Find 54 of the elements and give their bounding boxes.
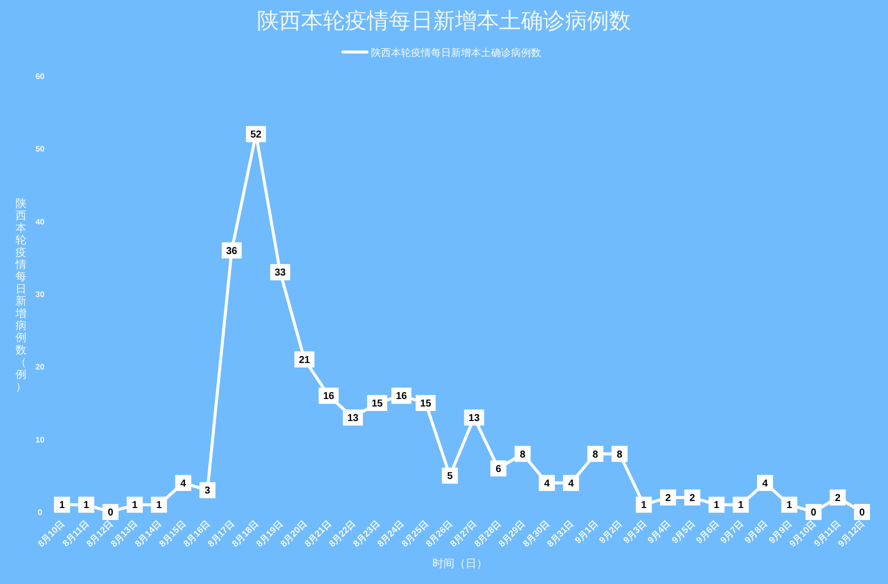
data-label: 33 (274, 268, 286, 279)
y-tick-label: 50 (36, 144, 45, 154)
data-label: 21 (298, 354, 310, 366)
data-label: 4 (544, 478, 550, 490)
data-label: 1 (83, 500, 90, 512)
data-label: 6 (496, 464, 502, 475)
data-label: 36 (226, 246, 238, 257)
chart-title: 陕西本轮疫情每日新增本土确诊病例数 (257, 8, 631, 33)
data-label: 8 (520, 449, 526, 460)
y-tick-label: 30 (36, 290, 45, 299)
data-label: 1 (132, 500, 138, 512)
x-tick-label: 9月7日 (718, 518, 746, 546)
text: 陕西本轮疫情每日新增病例数（例） (16, 198, 26, 393)
x-tick-label: 9月8日 (742, 518, 770, 546)
data-label: 15 (420, 398, 432, 410)
data-label: 3 (204, 486, 211, 497)
y-tick-label: 60 (36, 72, 45, 81)
data-label: 5 (447, 471, 454, 482)
data-label: 16 (323, 391, 335, 402)
legend: 陕西本轮疫情每日新增本土确诊病例数 (342, 48, 541, 59)
x-tick-label: 9月3日 (621, 518, 648, 546)
y-tick-label: 20 (36, 362, 45, 372)
data-label: 1 (59, 500, 66, 512)
data-label: 13 (468, 413, 480, 424)
y-tick-label: 10 (36, 435, 45, 444)
data-label: 1 (156, 500, 162, 512)
data-label: 4 (568, 478, 574, 490)
data-label: 4 (180, 478, 186, 490)
data-label: 1 (786, 500, 792, 512)
data-label: 1 (641, 500, 648, 512)
data-label: 52 (250, 130, 262, 141)
data-label: 4 (762, 478, 768, 490)
x-axis-title: 时间（日） (432, 557, 488, 570)
x-tick-label: 9月5日 (670, 518, 697, 546)
x-tick-label: 9月6日 (694, 518, 721, 546)
data-label: 0 (810, 508, 817, 518)
data-label: 16 (396, 391, 408, 402)
data-label: 8 (616, 449, 623, 460)
y-tick-label: 0 (38, 508, 43, 517)
x-tick-label: 9月4日 (646, 518, 672, 546)
data-label: 0 (108, 508, 114, 518)
data-label: 8 (592, 449, 599, 460)
data-label: 1 (738, 500, 744, 512)
x-tick-label: 9月1日 (572, 518, 600, 546)
data-label: 15 (372, 398, 384, 410)
data-label: 13 (347, 413, 359, 424)
data-label: 0 (859, 508, 866, 518)
data-label: 2 (690, 492, 696, 504)
y-tick-label: 40 (36, 217, 45, 226)
data-label: 2 (665, 492, 672, 504)
data-label: 2 (834, 492, 841, 504)
legend-label: 陕西本轮疫情每日新增本土确诊病例数 (371, 47, 541, 59)
data-label: 1 (714, 500, 720, 512)
x-tick-label: 9月2日 (597, 518, 624, 546)
